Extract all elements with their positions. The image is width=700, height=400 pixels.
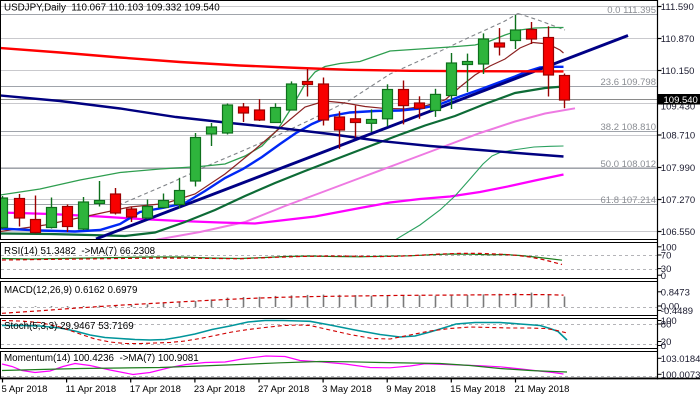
- svg-text:111.590: 111.590: [661, 2, 694, 13]
- svg-text:23 Apr 2018: 23 Apr 2018: [194, 384, 245, 395]
- svg-text:108.710: 108.710: [661, 131, 695, 142]
- svg-text:RSI(14) 51.3482 ->MA(7) 66.23: RSI(14) 51.3482 ->MA(7) 66.2308: [4, 246, 156, 257]
- svg-text:109.540: 109.540: [664, 95, 698, 106]
- svg-text:0.0 111.395: 0.0 111.395: [607, 5, 656, 16]
- svg-text:0.8473: 0.8473: [661, 287, 690, 298]
- svg-text:MACD(12,26,9) 0.6162 0.6979: MACD(12,26,9) 0.6162 0.6979: [4, 285, 137, 296]
- svg-text:100.0073: 100.0073: [661, 370, 700, 381]
- svg-text:9 May 2018: 9 May 2018: [386, 384, 436, 395]
- svg-text:103.0184: 103.0184: [661, 354, 700, 365]
- svg-text:106.550: 106.550: [661, 227, 695, 238]
- svg-text:38.2 108.810: 38.2 108.810: [601, 122, 656, 133]
- svg-text:50.0 108.012: 50.0 108.012: [601, 159, 656, 170]
- svg-text:107.270: 107.270: [661, 195, 695, 206]
- svg-text:109.430: 109.430: [661, 102, 695, 113]
- svg-text:0.00: 0.00: [661, 302, 680, 313]
- svg-text:15 May 2018: 15 May 2018: [450, 384, 505, 395]
- svg-text:110.870: 110.870: [661, 34, 695, 45]
- svg-text:Stoch(5,3,3) 29.9467 53.7169: Stoch(5,3,3) 29.9467 53.7169: [4, 321, 134, 332]
- svg-text:110.150: 110.150: [661, 66, 695, 77]
- svg-text:0: 0: [661, 341, 666, 352]
- svg-text:USDJPY,Daily 110.067 110.103: USDJPY,Daily 110.067 110.103 109.332 109…: [4, 3, 220, 14]
- svg-text:23.6 109.798: 23.6 109.798: [601, 77, 656, 88]
- svg-text:100: 100: [661, 316, 677, 327]
- svg-text:-0.4489: -0.4489: [661, 306, 693, 317]
- svg-text:20: 20: [661, 337, 672, 348]
- svg-text:107.990: 107.990: [661, 163, 695, 174]
- svg-text:27 Apr 2018: 27 Apr 2018: [258, 384, 309, 395]
- svg-text:5 Apr 2018: 5 Apr 2018: [2, 384, 48, 395]
- svg-text:21 May 2018: 21 May 2018: [515, 384, 570, 395]
- svg-text:11 Apr 2018: 11 Apr 2018: [66, 384, 117, 395]
- svg-text:80: 80: [661, 320, 672, 331]
- svg-text:61.8 107.214: 61.8 107.214: [601, 195, 656, 206]
- svg-text:100: 100: [661, 242, 677, 253]
- svg-text:0: 0: [661, 271, 666, 282]
- svg-text:30: 30: [661, 264, 672, 275]
- svg-text:17 Apr 2018: 17 Apr 2018: [130, 384, 181, 395]
- svg-text:Momentum(14) 100.4236 ->MA(7): Momentum(14) 100.4236 ->MA(7) 100.9081: [4, 353, 199, 364]
- svg-text:70: 70: [661, 251, 672, 262]
- svg-text:3 May 2018: 3 May 2018: [322, 384, 372, 395]
